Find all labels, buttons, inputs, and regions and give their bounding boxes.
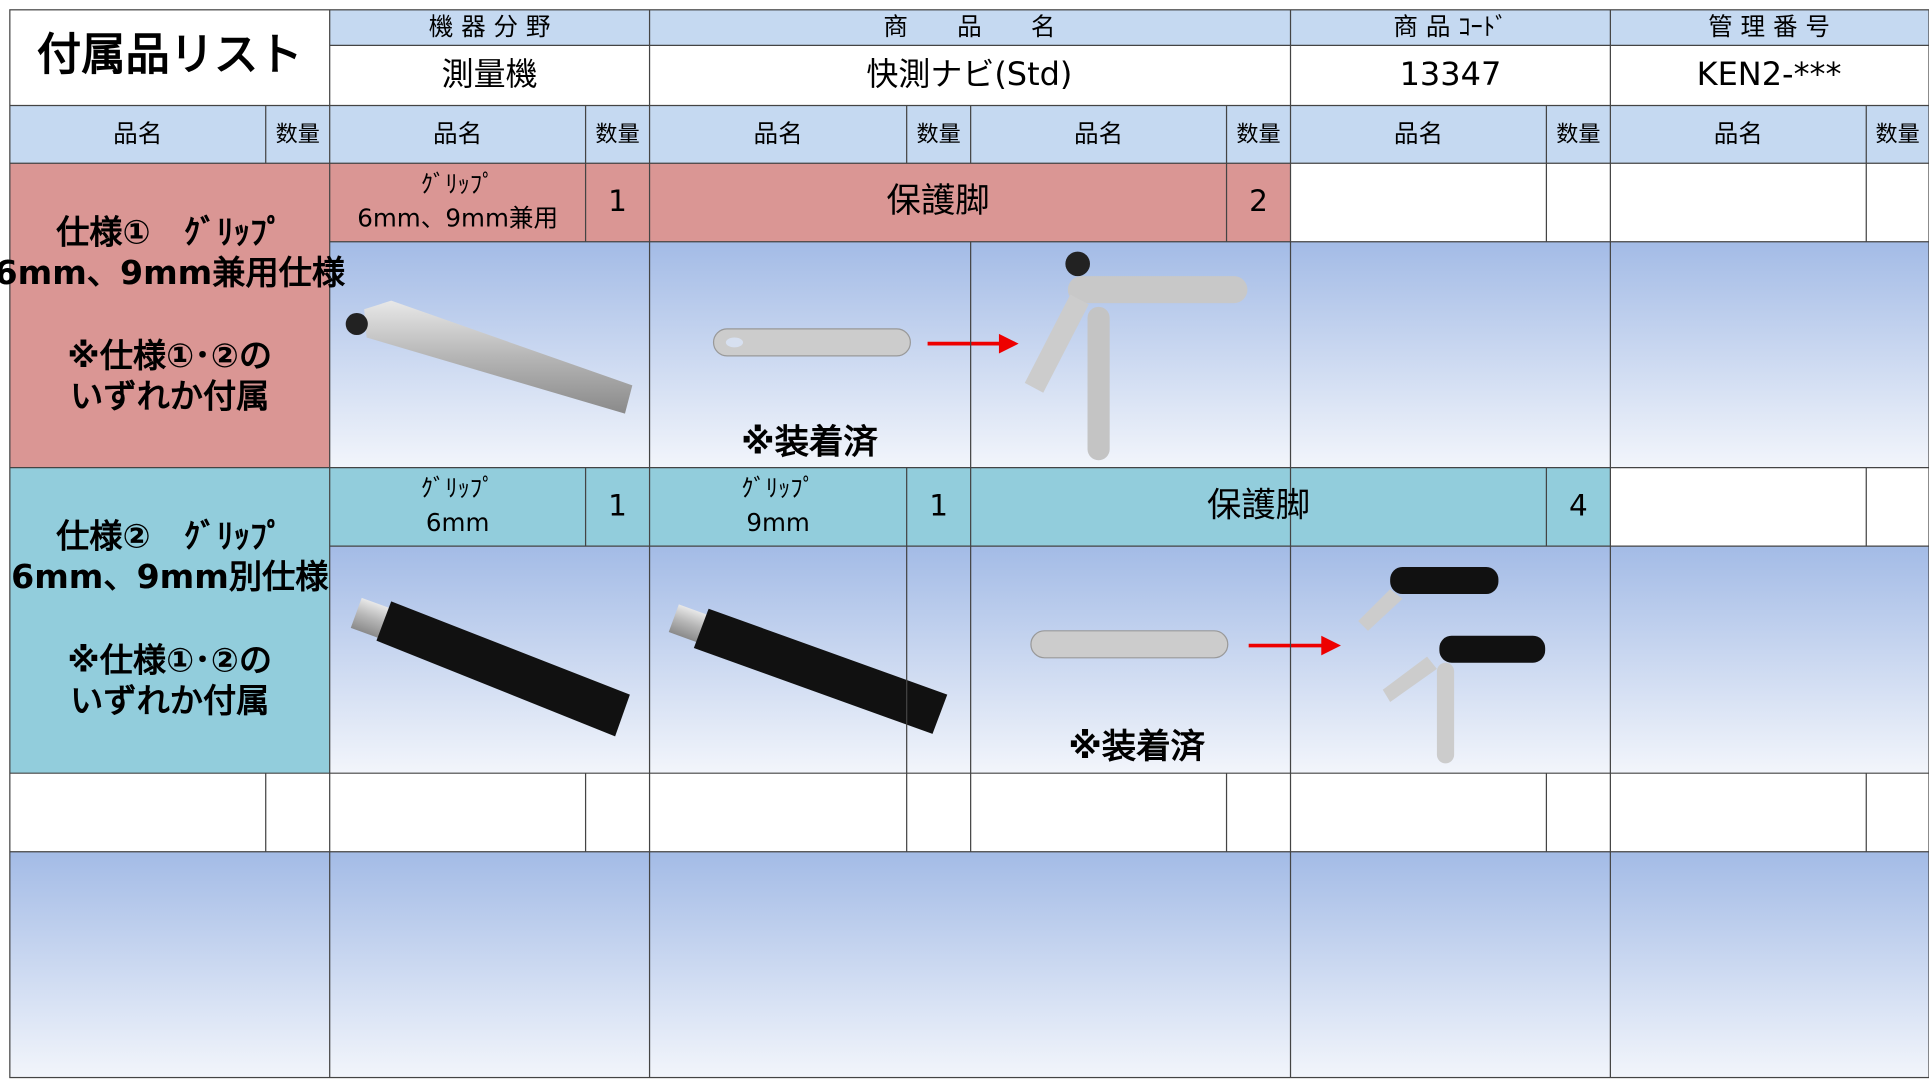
photo-area <box>9 851 1929 1078</box>
column-header: 数量 <box>1875 122 1919 148</box>
spec-label: 6mm、9mm別仕様 <box>11 557 329 596</box>
item-name: 6mm <box>426 508 490 537</box>
photo-area <box>329 241 1929 468</box>
header-value: 測量機 <box>442 55 538 93</box>
header-label: 商 品 ｺｰﾄﾞ <box>1393 12 1507 41</box>
column-header: 品名 <box>1074 119 1123 148</box>
grip-photo <box>350 597 948 737</box>
leg-photo <box>1030 567 1546 764</box>
column-header: 品名 <box>1714 119 1763 148</box>
item-name: 6mm、9mm兼用 <box>357 204 558 233</box>
item-name: 9mm <box>746 508 810 537</box>
item-qty: 1 <box>608 488 627 522</box>
spec-label: 仕様② ｸﾞﾘｯﾌﾟ <box>56 517 283 556</box>
mounted-note: ※装着済 <box>1068 727 1205 767</box>
item-qty: 1 <box>608 184 627 218</box>
item-name: 保護脚 <box>886 181 989 221</box>
header-label: 機 器 分 野 <box>429 12 551 41</box>
spec-note: いずれか付属 <box>70 377 269 416</box>
item-bg <box>329 163 650 242</box>
spec-bg <box>9 163 330 468</box>
column-header: 数量 <box>1556 122 1600 148</box>
mounted-note: ※装着済 <box>741 423 878 463</box>
column-header: 数量 <box>595 122 639 148</box>
item-name: ｸﾞﾘｯﾌﾟ <box>741 474 815 503</box>
header-label: 商 品 名 <box>883 12 1055 41</box>
item-bg <box>649 163 1291 242</box>
item-name: ｸﾞﾘｯﾌﾟ <box>421 474 495 503</box>
column-header: 品名 <box>433 119 482 148</box>
column-header: 品名 <box>754 119 803 148</box>
grid <box>9 9 1929 1079</box>
spec-label: 仕様① ｸﾞﾘｯﾌﾟ <box>56 212 283 251</box>
spec-label: 6mm、9mm兼用仕様 <box>0 253 346 292</box>
item-qty: 2 <box>1249 184 1268 218</box>
column-header: 品名 <box>113 119 162 148</box>
header-value: 13347 <box>1400 55 1502 93</box>
header-value: 快測ナビ(Std) <box>866 55 1072 93</box>
photo-area <box>329 546 1929 774</box>
item-qty: 1 <box>929 488 948 522</box>
item-name: ｸﾞﾘｯﾌﾟ <box>421 169 495 198</box>
column-header: 数量 <box>917 122 961 148</box>
sheet-title: 付属品リスト <box>37 30 303 81</box>
item-name: 保護脚 <box>1207 485 1310 525</box>
item-qty: 4 <box>1569 488 1588 522</box>
spec-note: ※仕様①･②の <box>67 336 272 375</box>
column-header: 品名 <box>1394 119 1443 148</box>
header-bg <box>329 9 1929 46</box>
spec-note: いずれか付属 <box>70 681 269 720</box>
column-header: 数量 <box>1236 122 1280 148</box>
column-header: 数量 <box>276 122 320 148</box>
grip-photo <box>345 300 633 414</box>
header-label: 管 理 番 号 <box>1708 12 1830 41</box>
header-value: KEN2-*** <box>1697 55 1842 93</box>
spec-bg <box>9 467 330 774</box>
spec-note: ※仕様①･②の <box>67 641 272 680</box>
